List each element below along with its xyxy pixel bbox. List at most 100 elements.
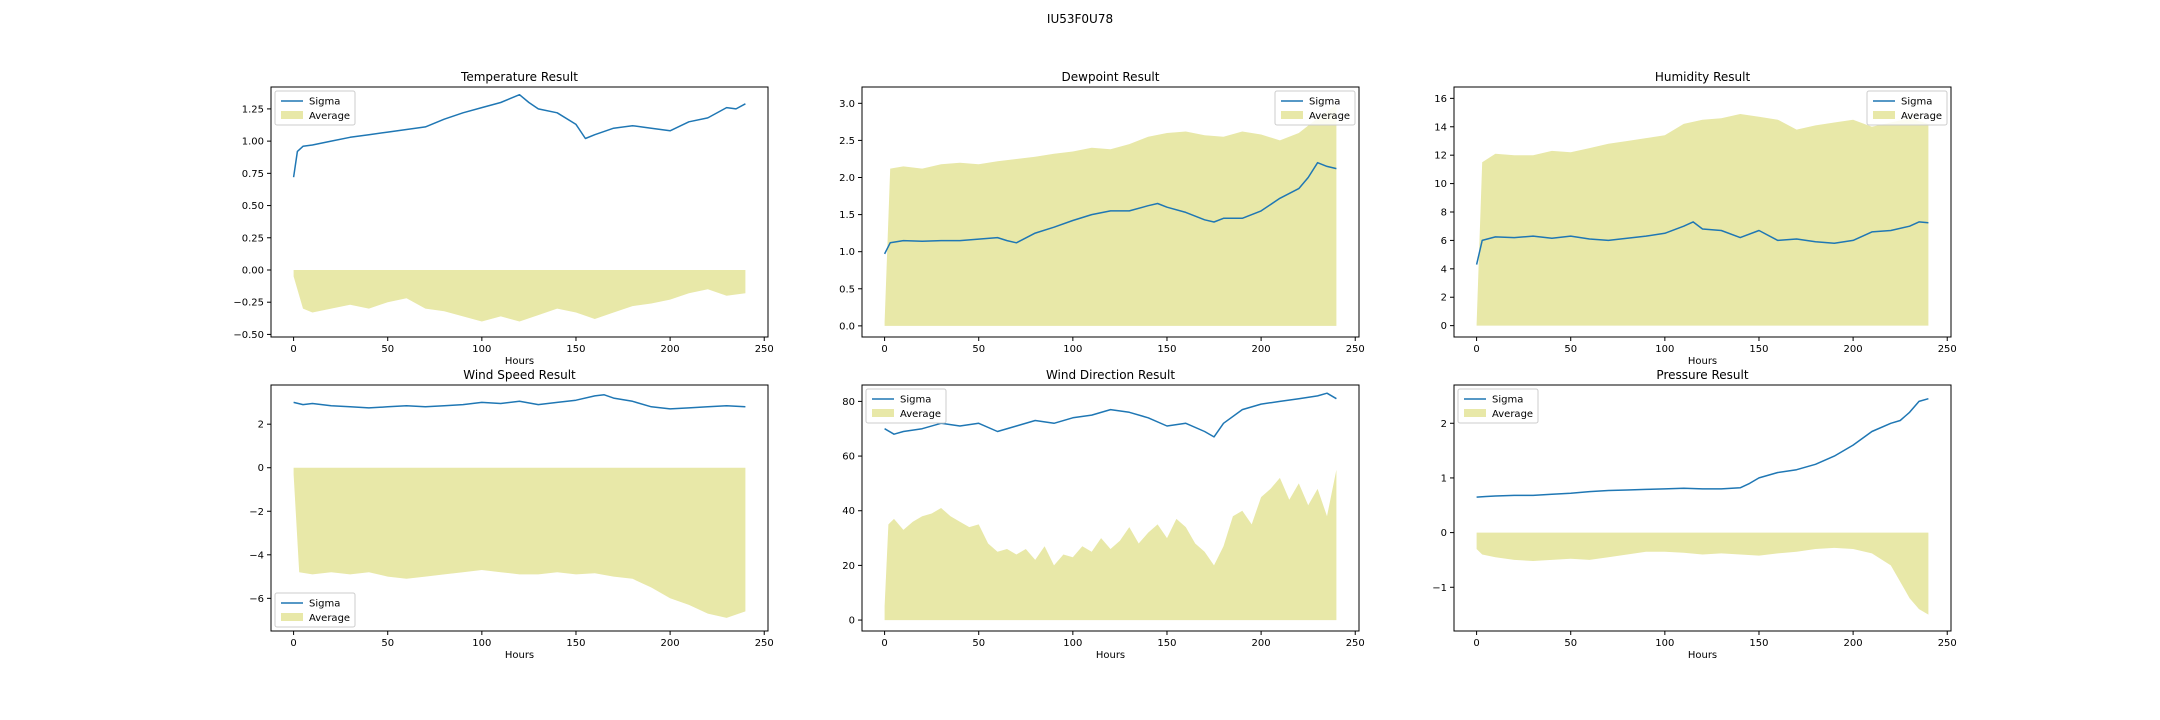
y-tick-label: 2 xyxy=(258,420,264,431)
plot-area xyxy=(884,392,1337,621)
x-axis-label: Hours xyxy=(505,650,534,661)
x-tick-label: 200 xyxy=(661,344,680,355)
legend: Sigma Average xyxy=(1274,90,1356,126)
subplot-2: 0 50 100 150 200 250 0.0 0.5 1.0 1.5 2.0 2.5 3.0 Dewp… xyxy=(839,70,1365,355)
x-tick-label: 100 xyxy=(1655,638,1674,649)
average-area xyxy=(884,104,1337,326)
plot-area xyxy=(883,104,1337,326)
legend: Sigma Average xyxy=(1866,90,1948,126)
x-tick-label: 0 xyxy=(290,344,296,355)
x-tick-label: 0 xyxy=(1473,344,1479,355)
subplot-6: 0 50 100 150 200 250 −1 0 1 2 Pressure Result Hours… xyxy=(1432,368,1957,661)
y-tick-label: 2.5 xyxy=(839,136,855,147)
x-tick-label: 150 xyxy=(1157,344,1176,355)
y-tick-label: −0.25 xyxy=(233,298,264,309)
subplot-4: 0 50 100 150 200 250 −6 −4 −2 0 2 Wind Speed Result… xyxy=(249,368,774,661)
legend-sigma-label: Sigma xyxy=(900,395,931,406)
y-tick-label: 1.5 xyxy=(839,210,855,221)
y-tick-label: 2.0 xyxy=(839,173,855,184)
axes-frame xyxy=(861,384,1360,632)
x-tick-label: 100 xyxy=(1063,638,1082,649)
plot-area xyxy=(292,93,746,322)
x-axis-label: Hours xyxy=(1688,356,1717,367)
sigma-line xyxy=(883,161,1337,255)
x-tick-label: 250 xyxy=(755,344,774,355)
x-tick-label: 200 xyxy=(1252,638,1271,649)
axes-frame xyxy=(270,86,769,338)
x-tick-label: 0 xyxy=(1473,638,1479,649)
subplot-title: Dewpoint Result xyxy=(1062,70,1160,84)
y-tick-label: 6 xyxy=(1441,236,1447,247)
plot-area xyxy=(1475,114,1929,326)
y-tick-label: 1 xyxy=(1441,473,1447,484)
sigma-line xyxy=(1475,221,1929,265)
y-tick-label: 0.0 xyxy=(839,321,855,332)
y-tick-label: 0 xyxy=(1441,321,1447,332)
x-tick-label: 0 xyxy=(290,638,296,649)
y-tick-label: 14 xyxy=(1434,122,1447,133)
y-tick-label: 0.00 xyxy=(242,265,264,276)
legend-average-label: Average xyxy=(309,613,350,624)
y-tick-label: 80 xyxy=(842,397,855,408)
y-tick-label: 0 xyxy=(849,616,855,627)
y-tick-label: 0 xyxy=(1441,528,1447,539)
x-axis-label: Hours xyxy=(1096,650,1125,661)
sigma-line xyxy=(293,394,746,410)
x-axis-label: Hours xyxy=(1688,650,1717,661)
legend-average-swatch xyxy=(1873,111,1895,119)
legend-sigma-label: Sigma xyxy=(309,97,340,108)
subplot-title: Wind Direction Result xyxy=(1046,368,1175,382)
y-tick-label: 2 xyxy=(1441,419,1447,430)
y-tick-label: 3.0 xyxy=(839,99,855,110)
y-tick-label: −6 xyxy=(249,594,264,605)
x-tick-label: 0 xyxy=(881,344,887,355)
legend-sigma-label: Sigma xyxy=(309,599,340,610)
subplot-title: Temperature Result xyxy=(460,70,578,84)
y-tick-label: 40 xyxy=(842,506,855,517)
subplot-title: Humidity Result xyxy=(1655,70,1751,84)
legend-average-label: Average xyxy=(309,111,350,122)
y-tick-label: 4 xyxy=(1441,264,1447,275)
axes-frame xyxy=(1453,384,1952,632)
y-tick-label: −1 xyxy=(1432,583,1447,594)
x-tick-label: 150 xyxy=(1157,638,1176,649)
x-tick-label: 250 xyxy=(1346,638,1365,649)
y-tick-label: 0 xyxy=(258,463,264,474)
legend: Sigma Average xyxy=(274,592,356,628)
y-tick-label: 0.5 xyxy=(839,284,855,295)
x-tick-label: 250 xyxy=(1938,344,1957,355)
subplot-3: 0 50 100 150 200 250 0 2 4 6 8 10 12 14 16 Humidity Res… xyxy=(1434,70,1957,367)
y-tick-label: 20 xyxy=(842,561,855,572)
sigma-line xyxy=(884,392,1337,438)
subplot-title: Wind Speed Result xyxy=(463,368,576,382)
x-tick-label: 200 xyxy=(661,638,680,649)
x-tick-label: 50 xyxy=(972,638,985,649)
subplot-title: Pressure Result xyxy=(1656,368,1748,382)
x-tick-label: 50 xyxy=(1564,638,1577,649)
x-tick-label: 100 xyxy=(1655,344,1674,355)
legend-average-swatch xyxy=(1281,111,1303,119)
y-tick-label: 0.75 xyxy=(242,169,264,180)
x-tick-label: 250 xyxy=(1346,344,1365,355)
x-tick-label: 0 xyxy=(881,638,887,649)
legend: Sigma Average xyxy=(1457,388,1539,424)
legend-average-swatch xyxy=(1464,409,1486,417)
x-tick-label: 200 xyxy=(1844,344,1863,355)
x-tick-label: 50 xyxy=(1564,344,1577,355)
sigma-line xyxy=(292,93,746,178)
average-area xyxy=(293,467,746,618)
legend-average-label: Average xyxy=(1901,111,1942,122)
x-tick-label: 150 xyxy=(1749,638,1768,649)
y-tick-label: −4 xyxy=(249,550,264,561)
y-tick-label: 16 xyxy=(1434,94,1447,105)
x-tick-label: 150 xyxy=(1749,344,1768,355)
legend: Sigma Average xyxy=(274,90,356,126)
x-tick-label: 200 xyxy=(1844,638,1863,649)
legend: Sigma Average xyxy=(865,388,947,424)
x-tick-label: 100 xyxy=(472,638,491,649)
x-tick-label: 250 xyxy=(755,638,774,649)
x-tick-label: 50 xyxy=(381,638,394,649)
legend-sigma-label: Sigma xyxy=(1901,97,1932,108)
legend-sigma-label: Sigma xyxy=(1492,395,1523,406)
axes-frame xyxy=(861,86,1360,338)
